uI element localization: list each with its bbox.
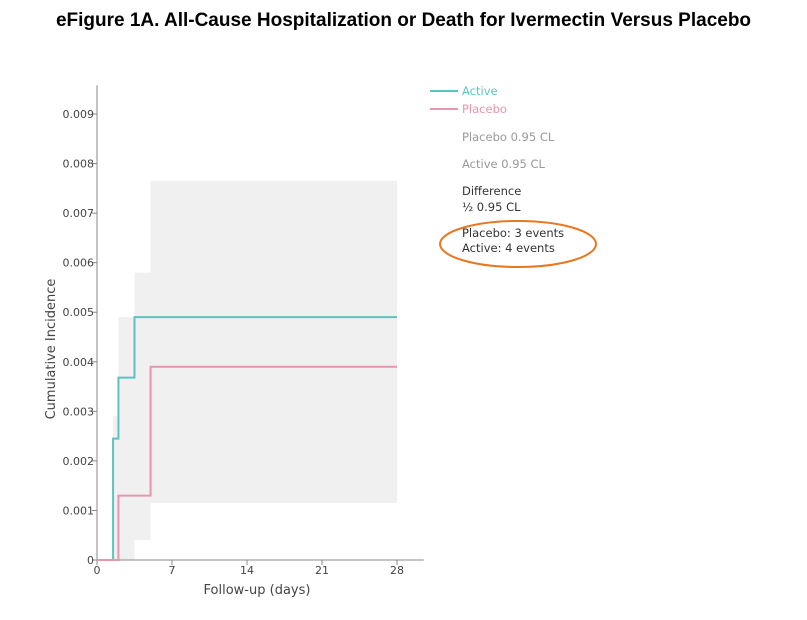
x-tick-label: 14 bbox=[240, 564, 254, 577]
series-line-active bbox=[97, 316, 397, 561]
series-layer bbox=[97, 316, 397, 561]
x-tick-label: 28 bbox=[390, 564, 404, 577]
y-axis-label: Cumulative Incidence bbox=[44, 279, 59, 420]
y-tick-label: 0.006 bbox=[63, 257, 95, 270]
legend-entry: Difference bbox=[462, 184, 521, 198]
y-tick-label: 0.009 bbox=[63, 108, 95, 121]
legend-entry: ½ 0.95 CL bbox=[462, 200, 521, 214]
y-tick-label: 0.002 bbox=[63, 455, 95, 468]
x-axis-label: Follow-up (days) bbox=[204, 583, 311, 598]
x-tick-label: 21 bbox=[315, 564, 329, 577]
y-tick-label: 0.004 bbox=[63, 356, 95, 369]
confidence-band bbox=[113, 180, 398, 560]
legend-entry: Active: 4 events bbox=[462, 241, 555, 255]
y-tick-label: 0 bbox=[87, 554, 94, 567]
y-tick-label: 0.007 bbox=[63, 207, 95, 220]
axes: 0 0.001 0.002 0.003 0.004 0.005 0.006 0.007 0.00… bbox=[63, 85, 424, 577]
figure-title: eFigure 1A. All-Cause Hospitalization or… bbox=[55, 10, 752, 31]
legend-entry: Placebo: 3 events bbox=[462, 226, 564, 240]
y-tick-label: 0.001 bbox=[63, 504, 95, 517]
series-line-placebo bbox=[97, 365, 397, 561]
legend: Active Placebo Placebo 0.95 CL Active 0.95 … bbox=[430, 84, 597, 268]
y-tick-label: 0.005 bbox=[63, 306, 95, 319]
y-tick-label: 0.008 bbox=[63, 158, 95, 171]
highlight-ellipse bbox=[439, 220, 597, 268]
legend-entry: Active bbox=[462, 84, 498, 98]
legend-entry: Placebo bbox=[462, 102, 507, 116]
confidence-band-layer bbox=[113, 180, 398, 560]
legend-entry: Placebo 0.95 CL bbox=[462, 130, 555, 144]
x-tick-label: 0 bbox=[94, 564, 101, 577]
legend-entry: Active 0.95 CL bbox=[462, 157, 546, 171]
x-tick-label: 7 bbox=[169, 564, 176, 577]
y-tick-label: 0.003 bbox=[63, 405, 95, 418]
